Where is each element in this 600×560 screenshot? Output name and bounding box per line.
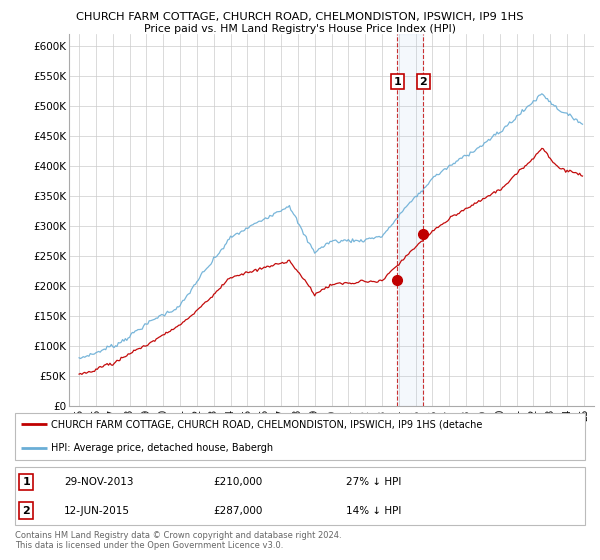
Text: 14% ↓ HPI: 14% ↓ HPI — [346, 506, 401, 516]
Text: Price paid vs. HM Land Registry's House Price Index (HPI): Price paid vs. HM Land Registry's House … — [144, 24, 456, 34]
Text: 2: 2 — [23, 506, 30, 516]
Text: 29-NOV-2013: 29-NOV-2013 — [64, 477, 133, 487]
FancyBboxPatch shape — [15, 467, 585, 525]
FancyBboxPatch shape — [15, 413, 585, 460]
Text: CHURCH FARM COTTAGE, CHURCH ROAD, CHELMONDISTON, IPSWICH, IP9 1HS (detache: CHURCH FARM COTTAGE, CHURCH ROAD, CHELMO… — [51, 419, 482, 430]
Text: 1: 1 — [23, 477, 30, 487]
Text: CHURCH FARM COTTAGE, CHURCH ROAD, CHELMONDISTON, IPSWICH, IP9 1HS: CHURCH FARM COTTAGE, CHURCH ROAD, CHELMO… — [76, 12, 524, 22]
Text: Contains HM Land Registry data © Crown copyright and database right 2024.
This d: Contains HM Land Registry data © Crown c… — [15, 531, 341, 550]
Text: 2: 2 — [419, 77, 427, 87]
Text: 1: 1 — [394, 77, 401, 87]
Text: £287,000: £287,000 — [214, 506, 263, 516]
Text: £210,000: £210,000 — [214, 477, 263, 487]
Text: 27% ↓ HPI: 27% ↓ HPI — [346, 477, 401, 487]
Text: 12-JUN-2015: 12-JUN-2015 — [64, 506, 130, 516]
Bar — [397, 34, 424, 406]
Text: HPI: Average price, detached house, Babergh: HPI: Average price, detached house, Babe… — [51, 443, 273, 453]
